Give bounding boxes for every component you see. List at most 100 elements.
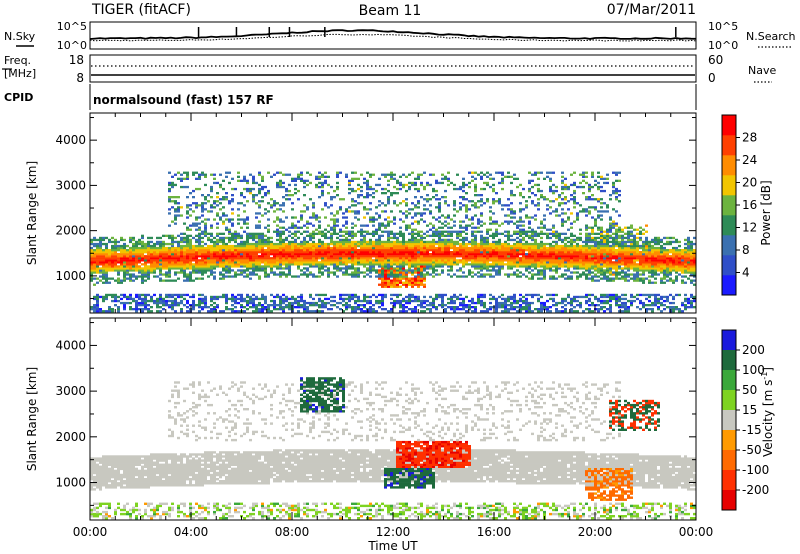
power-cell xyxy=(477,218,480,221)
power-cell xyxy=(417,297,420,301)
power-cell xyxy=(384,271,387,274)
power-cell xyxy=(525,301,528,305)
power-cell xyxy=(150,246,153,250)
power-cell xyxy=(546,236,549,240)
power-cell xyxy=(219,255,222,258)
power-cell xyxy=(501,249,504,252)
power-cell xyxy=(144,297,147,301)
power-cell xyxy=(324,236,327,240)
power-cell xyxy=(501,251,504,254)
power-cell xyxy=(273,220,276,223)
power-cell xyxy=(396,269,399,272)
power-cell xyxy=(549,212,552,215)
power-cell xyxy=(513,216,516,219)
power-cell xyxy=(498,304,501,307)
power-cell xyxy=(192,224,195,227)
power-cell xyxy=(207,253,210,256)
power-cell xyxy=(480,242,483,246)
power-cell xyxy=(192,171,195,174)
power-cell xyxy=(348,238,351,242)
power-cell xyxy=(579,253,582,256)
power-cell xyxy=(294,226,297,229)
power-cell xyxy=(195,202,198,205)
power-cell xyxy=(129,261,132,264)
power-cell xyxy=(324,175,327,178)
power-cell xyxy=(354,293,357,297)
power-cell xyxy=(426,257,429,260)
power-cell xyxy=(255,273,258,276)
power-cell xyxy=(420,259,423,262)
power-cell xyxy=(564,269,567,272)
power-cell xyxy=(318,269,321,272)
power-cell xyxy=(282,242,285,246)
power-cell xyxy=(390,244,393,248)
power-cell xyxy=(504,204,507,207)
power-cell xyxy=(513,232,516,235)
power-cell xyxy=(315,257,318,260)
power-cell xyxy=(255,269,258,272)
power-cell xyxy=(441,222,444,225)
power-cell xyxy=(189,257,192,260)
power-cell xyxy=(123,277,126,280)
power-cell xyxy=(138,242,141,246)
power-cell xyxy=(195,269,198,272)
power-cell xyxy=(558,214,561,217)
power-cell xyxy=(228,230,231,233)
power-cell xyxy=(573,171,576,174)
power-cell xyxy=(444,261,447,264)
power-cell xyxy=(417,222,420,225)
power-cell xyxy=(480,175,483,178)
power-cell xyxy=(531,259,534,262)
power-cell xyxy=(549,306,552,309)
power-cell xyxy=(345,232,348,235)
power-cell xyxy=(156,253,159,256)
power-cell xyxy=(135,255,138,258)
power-cell xyxy=(351,179,354,182)
power-cell xyxy=(360,173,363,176)
power-cell xyxy=(513,308,516,311)
power-cell xyxy=(351,232,354,235)
power-cell xyxy=(525,304,528,307)
power-cell xyxy=(186,249,189,252)
power-cell xyxy=(108,255,111,258)
power-cell xyxy=(228,265,231,268)
power-cell xyxy=(561,238,564,242)
power-cell xyxy=(498,200,501,203)
power-cell xyxy=(369,208,372,211)
noise-tick-top-left: 10^5 xyxy=(57,20,87,33)
power-cell xyxy=(390,240,393,244)
power-cell xyxy=(417,187,420,191)
power-cell xyxy=(414,214,417,217)
power-cell xyxy=(522,265,525,268)
power-cell xyxy=(390,253,393,256)
power-cell xyxy=(480,214,483,217)
power-cell xyxy=(252,234,255,237)
power-cell xyxy=(291,242,294,246)
power-cell xyxy=(333,196,336,199)
power-cell xyxy=(228,297,231,301)
power-cell xyxy=(486,269,489,272)
power-cell xyxy=(417,230,420,233)
power-cell xyxy=(561,222,564,225)
power-cell xyxy=(303,238,306,242)
power-cell xyxy=(399,310,402,313)
power-cell xyxy=(522,220,525,223)
power-cell xyxy=(495,257,498,260)
power-cell xyxy=(534,259,537,262)
power-cell xyxy=(225,249,228,252)
power-cell xyxy=(195,224,198,227)
power-cell xyxy=(186,236,189,240)
power-cell xyxy=(276,171,279,174)
power-cell xyxy=(222,310,225,313)
power-cell xyxy=(177,295,180,299)
power-cell xyxy=(363,255,366,258)
power-cell xyxy=(336,306,339,309)
power-cell xyxy=(384,259,387,262)
power-cell xyxy=(531,261,534,264)
power-cell xyxy=(354,306,357,309)
power-cell xyxy=(204,196,207,199)
power-cell xyxy=(249,299,252,303)
power-cell xyxy=(351,265,354,268)
power-cell xyxy=(426,273,429,276)
power-cell xyxy=(297,257,300,260)
